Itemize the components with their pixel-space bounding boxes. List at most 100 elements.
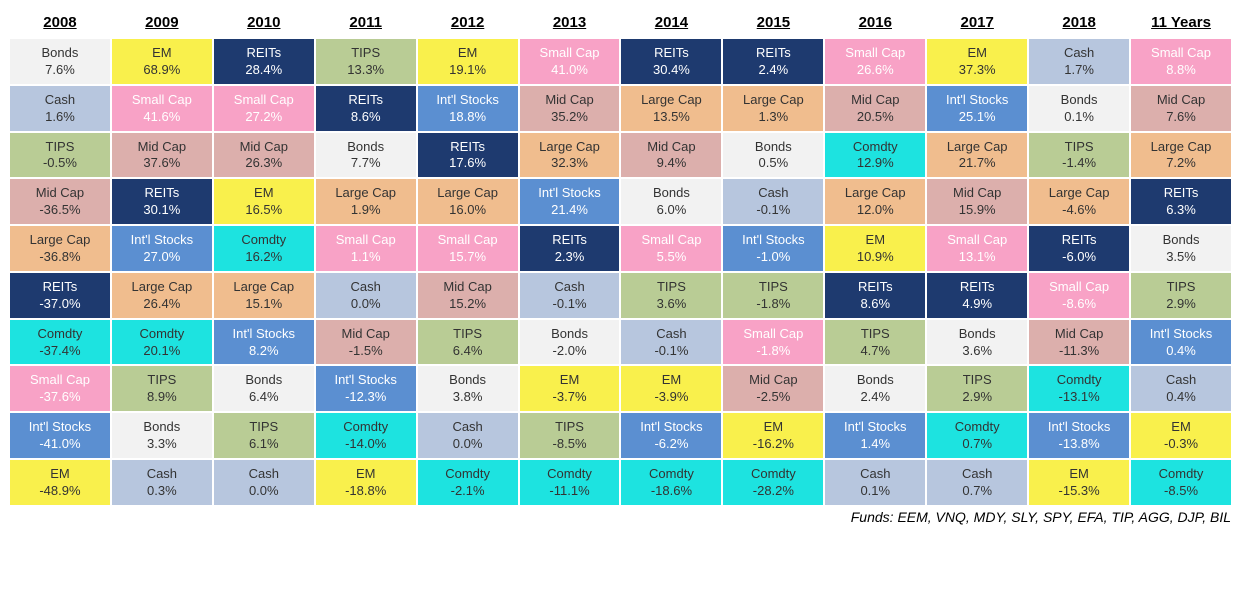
- cell-label: Small Cap: [320, 232, 412, 249]
- quilt-cell: TIPS4.7%: [825, 320, 925, 365]
- cell-value: 3.8%: [422, 389, 514, 406]
- cell-label: Int'l Stocks: [1033, 419, 1125, 436]
- cell-label: Small Cap: [1033, 279, 1125, 296]
- cell-label: Int'l Stocks: [320, 372, 412, 389]
- quilt-cell: Cash-0.1%: [621, 320, 721, 365]
- cell-label: TIPS: [116, 372, 208, 389]
- cell-label: EM: [422, 45, 514, 62]
- quilt-cell: Int'l Stocks25.1%: [927, 86, 1027, 131]
- cell-value: 8.9%: [116, 389, 208, 406]
- quilt-cell: Mid Cap15.9%: [927, 179, 1027, 224]
- cell-label: REITs: [931, 279, 1023, 296]
- cell-value: 2.9%: [931, 389, 1023, 406]
- cell-label: Mid Cap: [218, 139, 310, 156]
- cell-label: Comdty: [727, 466, 819, 483]
- cell-label: Bonds: [1033, 92, 1125, 109]
- quilt-cell: EM37.3%: [927, 39, 1027, 84]
- cell-label: Small Cap: [829, 45, 921, 62]
- cell-label: Bonds: [524, 326, 616, 343]
- cell-value: -16.2%: [727, 436, 819, 453]
- cell-value: -6.2%: [625, 436, 717, 453]
- cell-label: Small Cap: [931, 232, 1023, 249]
- quilt-cell: REITs8.6%: [316, 86, 416, 131]
- quilt-cell: Cash0.4%: [1131, 366, 1231, 411]
- cell-label: REITs: [727, 45, 819, 62]
- quilt-cell: Comdty-2.1%: [418, 460, 518, 505]
- cell-label: Mid Cap: [116, 139, 208, 156]
- quilt-cell: Small Cap13.1%: [927, 226, 1027, 271]
- quilt-cell: Int'l Stocks-13.8%: [1029, 413, 1129, 458]
- cell-label: TIPS: [625, 279, 717, 296]
- cell-label: Cash: [422, 419, 514, 436]
- quilt-cell: TIPS13.3%: [316, 39, 416, 84]
- cell-value: 7.6%: [1135, 109, 1227, 126]
- cell-value: 13.3%: [320, 62, 412, 79]
- cell-label: EM: [320, 466, 412, 483]
- cell-value: -2.1%: [422, 483, 514, 500]
- cell-value: 0.1%: [829, 483, 921, 500]
- quilt-cell: REITs6.3%: [1131, 179, 1231, 224]
- quilt-cell: Comdty-18.6%: [621, 460, 721, 505]
- quilt-cell: REITs2.4%: [723, 39, 823, 84]
- cell-value: 17.6%: [422, 155, 514, 172]
- cell-label: Mid Cap: [727, 372, 819, 389]
- quilt-cell: Bonds0.5%: [723, 133, 823, 178]
- cell-label: Comdty: [422, 466, 514, 483]
- cell-value: 10.9%: [829, 249, 921, 266]
- quilt-cell: TIPS8.9%: [112, 366, 212, 411]
- quilt-cell: TIPS6.4%: [418, 320, 518, 365]
- quilt-cell: REITs-6.0%: [1029, 226, 1129, 271]
- quilt-cell: REITs4.9%: [927, 273, 1027, 318]
- cell-value: -1.5%: [320, 343, 412, 360]
- quilt-cell: Mid Cap-2.5%: [723, 366, 823, 411]
- quilt-cell: REITs2.3%: [520, 226, 620, 271]
- cell-value: 0.5%: [727, 155, 819, 172]
- cell-value: 16.0%: [422, 202, 514, 219]
- cell-value: -48.9%: [14, 483, 106, 500]
- cell-label: REITs: [116, 185, 208, 202]
- cell-value: -15.3%: [1033, 483, 1125, 500]
- column-header: 11 Years: [1131, 10, 1231, 37]
- cell-label: Cash: [625, 326, 717, 343]
- cell-label: Comdty: [1135, 466, 1227, 483]
- cell-label: Comdty: [625, 466, 717, 483]
- cell-value: 26.4%: [116, 296, 208, 313]
- cell-label: Large Cap: [1033, 185, 1125, 202]
- quilt-cell: Comdty-37.4%: [10, 320, 110, 365]
- cell-label: Bonds: [829, 372, 921, 389]
- cell-value: 3.6%: [625, 296, 717, 313]
- quilt-cell: Large Cap1.9%: [316, 179, 416, 224]
- quilt-cell: Bonds-2.0%: [520, 320, 620, 365]
- quilt-cell: Bonds2.4%: [825, 366, 925, 411]
- quilt-cell: Int'l Stocks8.2%: [214, 320, 314, 365]
- cell-label: Bonds: [727, 139, 819, 156]
- quilt-cell: Cash0.3%: [112, 460, 212, 505]
- cell-value: 68.9%: [116, 62, 208, 79]
- cell-value: -36.5%: [14, 202, 106, 219]
- cell-label: Int'l Stocks: [422, 92, 514, 109]
- cell-label: Comdty: [320, 419, 412, 436]
- cell-label: Small Cap: [218, 92, 310, 109]
- cell-value: 2.4%: [727, 62, 819, 79]
- quilt-cell: Small Cap-8.6%: [1029, 273, 1129, 318]
- cell-value: 8.8%: [1135, 62, 1227, 79]
- quilt-cell: Comdty-28.2%: [723, 460, 823, 505]
- cell-value: 6.4%: [422, 343, 514, 360]
- cell-value: 37.3%: [931, 62, 1023, 79]
- quilt-cell: Large Cap-36.8%: [10, 226, 110, 271]
- cell-value: -13.1%: [1033, 389, 1125, 406]
- cell-value: -18.6%: [625, 483, 717, 500]
- quilt-cell: Mid Cap7.6%: [1131, 86, 1231, 131]
- cell-label: Comdty: [218, 232, 310, 249]
- cell-value: -0.1%: [524, 296, 616, 313]
- quilt-cell: TIPS2.9%: [927, 366, 1027, 411]
- quilt-cell: Small Cap1.1%: [316, 226, 416, 271]
- cell-label: TIPS: [931, 372, 1023, 389]
- cell-label: Large Cap: [829, 185, 921, 202]
- cell-label: Int'l Stocks: [727, 232, 819, 249]
- cell-value: 7.6%: [14, 62, 106, 79]
- quilt-cell: Large Cap32.3%: [520, 133, 620, 178]
- cell-value: 0.4%: [1135, 343, 1227, 360]
- quilt-cell: Comdty-14.0%: [316, 413, 416, 458]
- cell-value: 30.1%: [116, 202, 208, 219]
